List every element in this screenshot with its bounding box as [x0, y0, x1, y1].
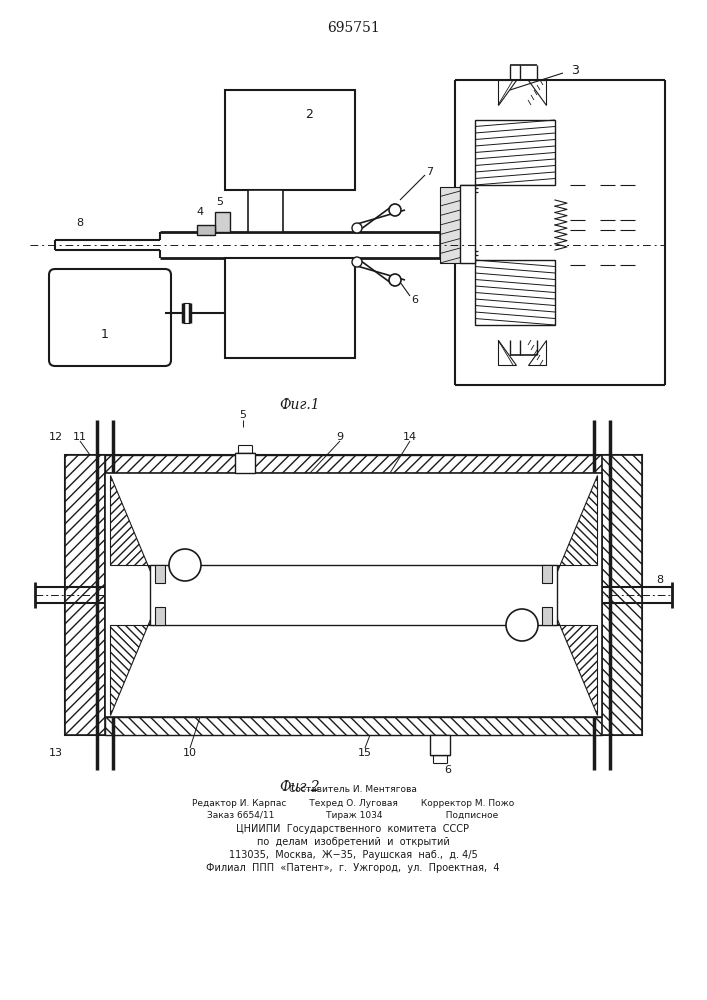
Text: 8: 8: [656, 575, 664, 585]
Bar: [65, 455, 105, 735]
Text: 11: 11: [73, 432, 87, 442]
Bar: [105, 717, 602, 735]
Bar: [105, 455, 602, 473]
Polygon shape: [110, 475, 155, 583]
Text: 13: 13: [49, 748, 63, 758]
Bar: [475, 120, 555, 185]
Text: 2: 2: [305, 108, 313, 121]
Text: 6: 6: [411, 295, 419, 305]
Bar: [542, 565, 552, 583]
Bar: [105, 473, 602, 717]
Text: Филиал  ППП  «Патент»,  г.  Ужгород,  ул.  Проектная,  4: Филиал ППП «Патент», г. Ужгород, ул. Про…: [206, 863, 500, 873]
Text: 1: 1: [100, 328, 108, 341]
Bar: [542, 607, 552, 625]
FancyBboxPatch shape: [49, 269, 171, 366]
Text: 7: 7: [426, 167, 433, 177]
Bar: [225, 258, 355, 358]
Bar: [65, 455, 642, 735]
Circle shape: [352, 223, 362, 233]
Text: Редактор И. Карпас        Техред О. Луговая        Корректор М. Пожо: Редактор И. Карпас Техред О. Луговая Кор…: [192, 798, 514, 808]
Polygon shape: [552, 607, 597, 715]
Bar: [150, 565, 557, 625]
Text: ЦНИИПИ  Государственного  комитета  СССР: ЦНИИПИ Государственного комитета СССР: [237, 824, 469, 834]
Text: Заказ 6654/11                  Тираж 1034                      Подписное: Заказ 6654/11 Тираж 1034 Подписное: [207, 812, 498, 820]
Text: Фиг.1: Фиг.1: [280, 398, 320, 412]
Polygon shape: [440, 232, 460, 258]
Text: 12: 12: [49, 432, 63, 442]
Text: 8: 8: [76, 218, 83, 228]
Circle shape: [389, 204, 401, 216]
Bar: [248, 190, 283, 232]
Text: по  делам  изобретений  и  открытий: по делам изобретений и открытий: [257, 837, 450, 847]
Text: 6: 6: [445, 765, 452, 775]
Bar: [197, 225, 215, 235]
Bar: [602, 455, 642, 735]
Text: Составитель И. Ментягова: Составитель И. Ментягова: [289, 786, 417, 794]
Text: 5: 5: [216, 197, 223, 207]
Text: 9: 9: [337, 432, 344, 442]
Bar: [110, 475, 597, 565]
Circle shape: [169, 549, 201, 581]
Circle shape: [389, 274, 401, 286]
Text: 14: 14: [403, 432, 417, 442]
Polygon shape: [528, 340, 546, 365]
Polygon shape: [498, 80, 516, 105]
Bar: [155, 565, 165, 583]
Polygon shape: [110, 607, 155, 715]
Bar: [460, 185, 475, 263]
Bar: [215, 212, 230, 232]
Polygon shape: [498, 340, 516, 365]
Bar: [225, 90, 355, 190]
Text: Фиг.2: Фиг.2: [280, 780, 320, 794]
Bar: [155, 607, 165, 625]
Polygon shape: [552, 475, 597, 583]
Bar: [440, 187, 475, 263]
Circle shape: [352, 257, 362, 267]
Circle shape: [506, 609, 538, 641]
Text: 3: 3: [571, 64, 579, 77]
Text: 15: 15: [358, 748, 372, 758]
Bar: [430, 735, 450, 755]
Bar: [110, 625, 597, 715]
Text: 695751: 695751: [327, 21, 380, 35]
Bar: [235, 453, 255, 473]
Text: 10: 10: [183, 748, 197, 758]
Text: 4: 4: [197, 207, 204, 217]
Text: 113035,  Москва,  Ж−35,  Раушская  наб.,  д. 4/5: 113035, Москва, Ж−35, Раушская наб., д. …: [228, 850, 477, 860]
Bar: [475, 260, 555, 325]
Text: 5: 5: [240, 410, 247, 420]
Polygon shape: [528, 80, 546, 105]
